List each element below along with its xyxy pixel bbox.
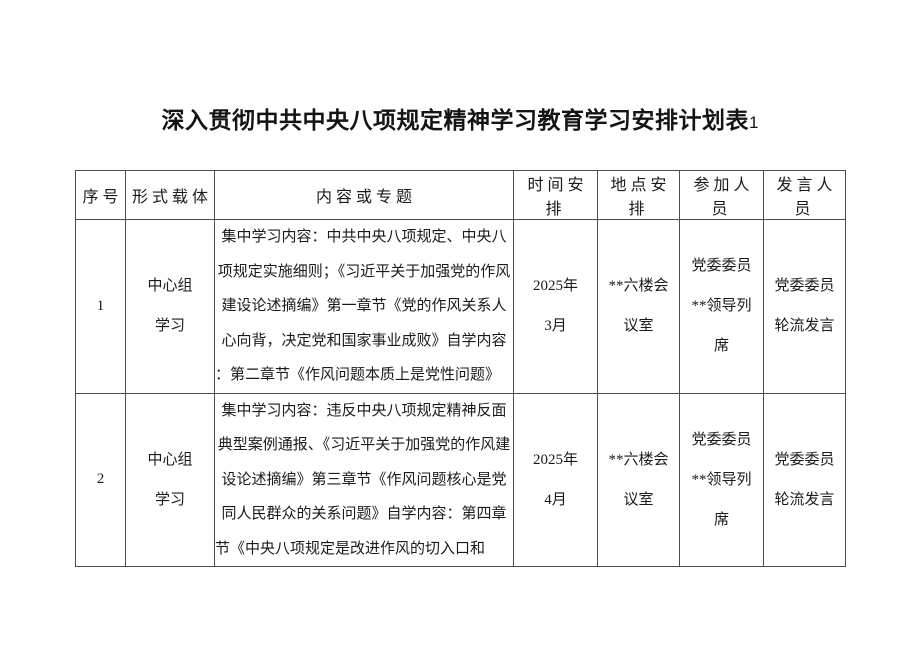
row1-participants-cell: 党委委员 **领导列 席 [679, 219, 764, 394]
document-title-text: 深入贯彻中共中央八项规定精神学习教育学习安排计划表 [161, 107, 750, 133]
table-row: 2 中心组 学习 集中学习内容：违反中央八项规定精神反面典型案例通报、《习近平关… [75, 392, 846, 567]
column-header-place: 地点安排 [597, 170, 680, 220]
row2-participants-cell: 党委委员 **领导列 席 [679, 392, 764, 567]
column-header-content: 内容或专题 [214, 170, 514, 220]
document-title-footnote: 1 [749, 113, 759, 132]
study-plan-table: 序号 形式载体 内容或专题 时间安排 地点安排 参加人员 发言人员 1 中心组 … [75, 170, 846, 567]
row2-time-cell: 2025年 4月 [513, 392, 598, 567]
row2-content-cell: 集中学习内容：违反中央八项规定精神反面典型案例通报、《习近平关于加强党的作风建设… [214, 392, 514, 567]
row2-speakers-cell: 党委委员 轮流发言 [763, 392, 846, 567]
row2-form-cell: 中心组 学习 [125, 392, 215, 567]
column-header-participants: 参加人员 [679, 170, 764, 220]
row1-time-cell: 2025年 3月 [513, 219, 598, 394]
column-header-form: 形式载体 [125, 170, 215, 220]
row1-speakers-cell: 党委委员 轮流发言 [763, 219, 846, 394]
column-header-time: 时间安排 [513, 170, 598, 220]
table-row: 1 中心组 学习 集中学习内容：中共中央八项规定、中央八项规定实施细则；《习近平… [75, 219, 846, 394]
column-header-serial: 序号 [75, 170, 126, 220]
row1-content-cell: 集中学习内容：中共中央八项规定、中央八项规定实施细则；《习近平关于加强党的作风建… [214, 219, 514, 394]
row2-place-cell: **六楼会 议室 [597, 392, 680, 567]
table-header-row: 序号 形式载体 内容或专题 时间安排 地点安排 参加人员 发言人员 [75, 170, 846, 220]
document-title: 深入贯彻中共中央八项规定精神学习教育学习安排计划表1 [0, 101, 920, 135]
row1-serial-cell: 1 [75, 219, 126, 394]
row1-place-cell: **六楼会 议室 [597, 219, 680, 394]
row1-form-cell: 中心组 学习 [125, 219, 215, 394]
column-header-speakers: 发言人员 [763, 170, 846, 220]
row2-serial-cell: 2 [75, 392, 126, 567]
